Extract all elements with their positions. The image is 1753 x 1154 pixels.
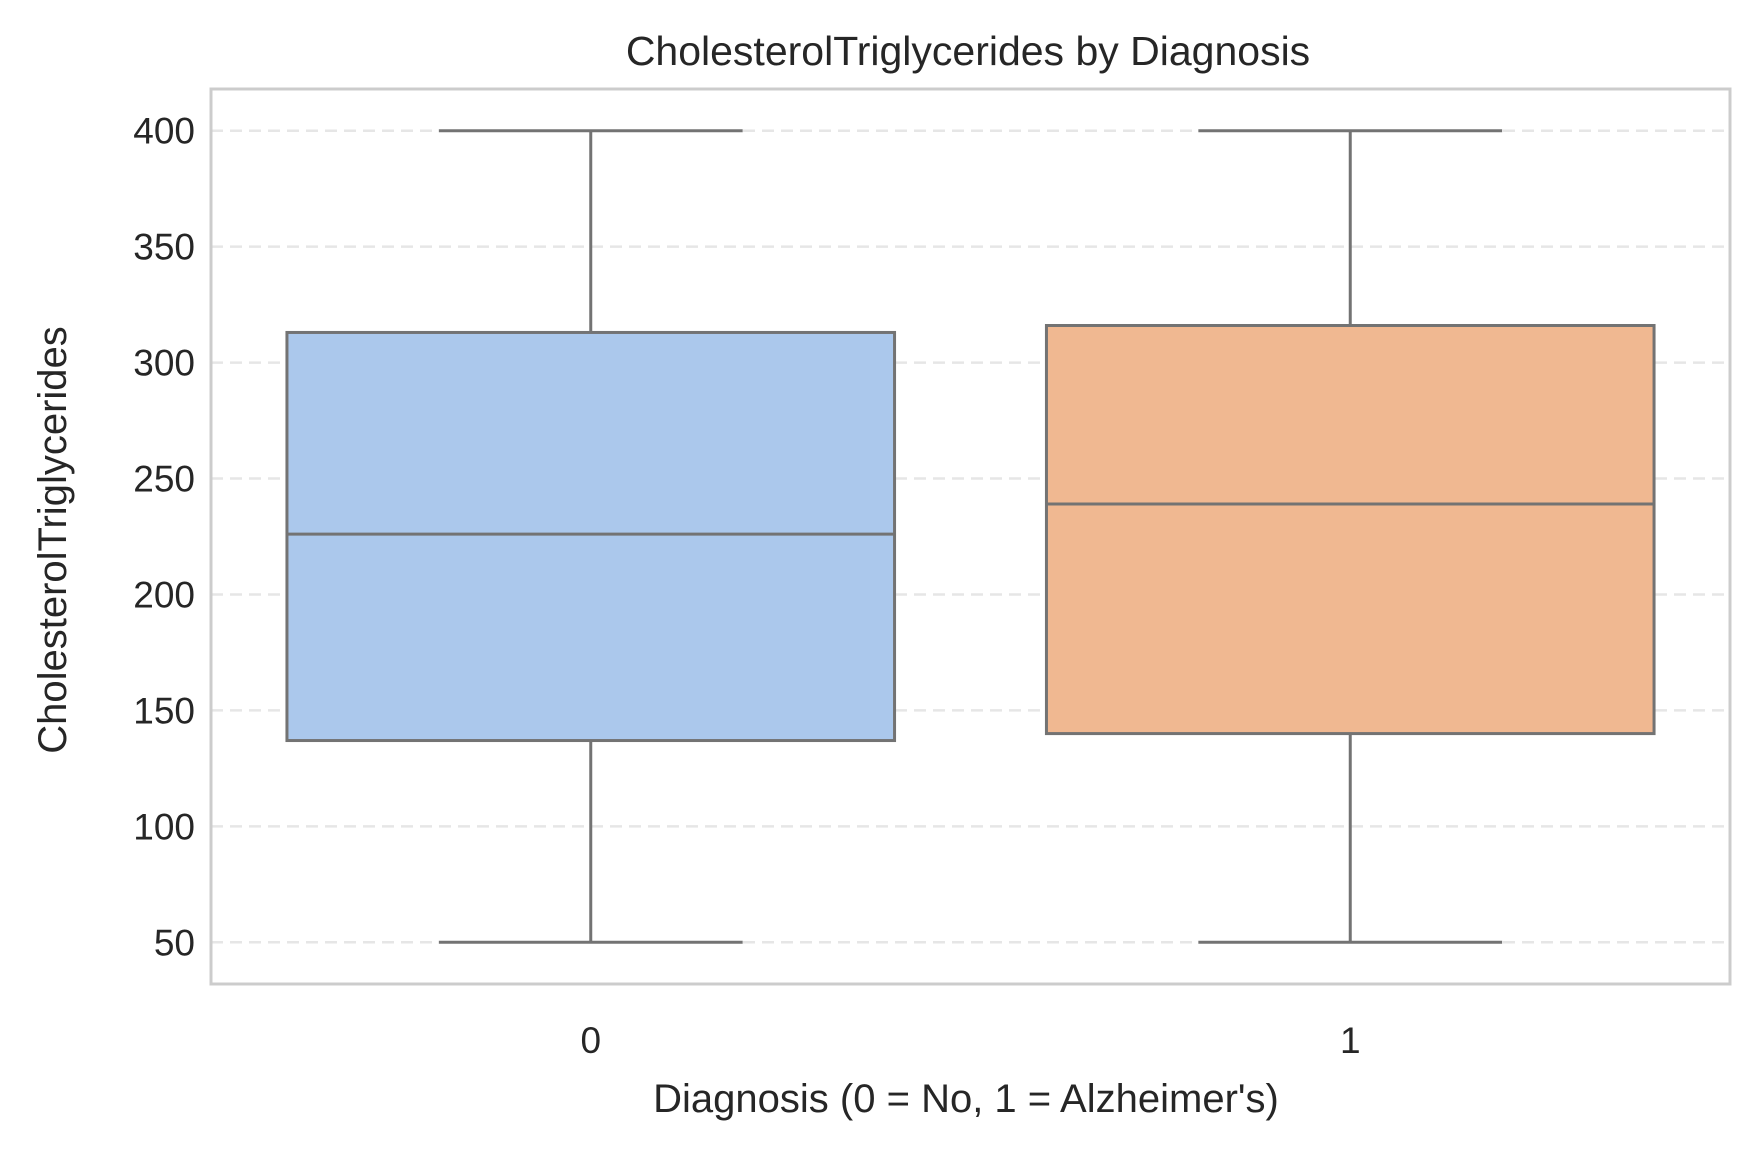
y-tick-label-200: 200 (133, 574, 195, 615)
box-group (285, 129, 1656, 944)
chart-title: CholesterolTriglycerides by Diagnosis (626, 28, 1310, 74)
iqr-box-0 (285, 330, 897, 743)
x-tick-label-0: 0 (580, 1020, 601, 1061)
box-0 (285, 129, 897, 944)
x-tick-label-1: 1 (1340, 1020, 1361, 1061)
x-axis-label: Diagnosis (0 = No, 1 = Alzheimer's) (653, 1077, 1279, 1121)
y-axis-label: CholesterolTriglycerides (31, 326, 75, 754)
y-tick-label-400: 400 (133, 111, 195, 152)
y-tick-label-150: 150 (133, 690, 195, 731)
y-tick-label-250: 250 (133, 459, 195, 500)
y-tick-label-100: 100 (133, 806, 195, 847)
iqr-box-1 (1044, 324, 1656, 736)
y-tick-label-50: 50 (154, 922, 195, 963)
y-tick-labels: 50 100 150 200 250 300 350 400 (133, 111, 195, 964)
box-1 (1044, 129, 1656, 944)
y-tick-label-300: 300 (133, 343, 195, 384)
y-tick-label-350: 350 (133, 227, 195, 268)
plot-frame (209, 87, 1732, 986)
